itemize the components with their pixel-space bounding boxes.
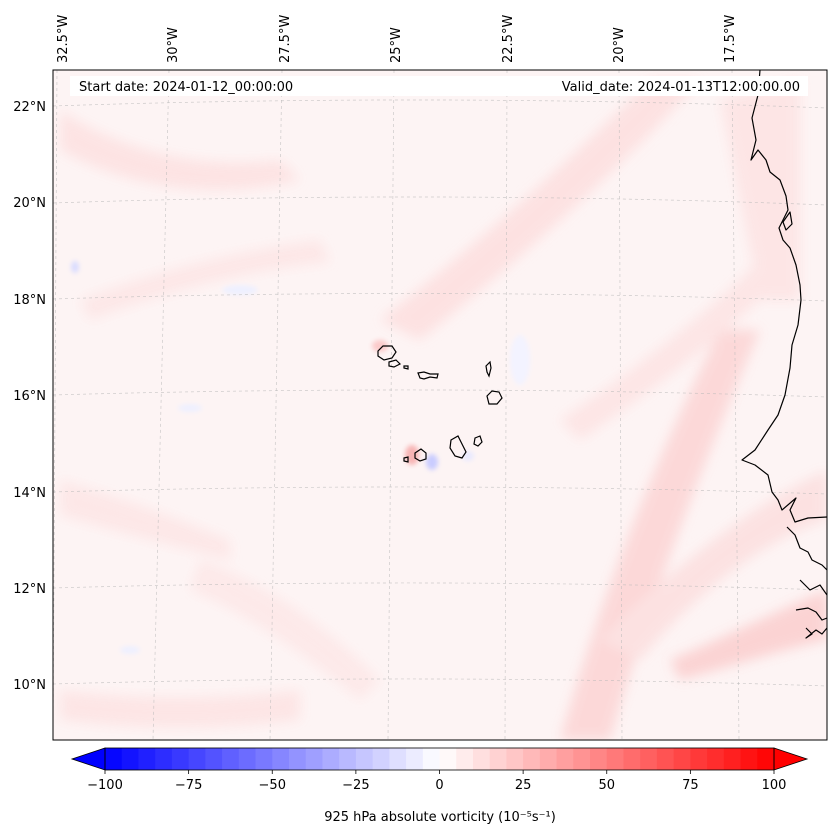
colorbar-swatch [188,748,206,770]
island-santo-antao [377,345,397,361]
map-frame [52,69,828,741]
colorbar-swatch [656,748,675,770]
colorbar-swatch [723,748,742,770]
colorbar-tick-label: −25 [342,778,369,793]
colorbar-swatch [305,748,323,770]
colorbar-swatch [539,748,558,770]
colorbar-swatch [456,748,474,770]
colorbar-swatch [472,748,491,770]
title-box [70,76,808,96]
lon-label-27-5w: 27.5°W [278,15,293,63]
colorbar-swatch [389,748,407,770]
colorbar-swatch [757,748,775,770]
colorbar-swatch [171,748,190,770]
colorbar-swatch [640,748,658,770]
colorbar-swatch [205,748,223,770]
colorbar-swatch [272,748,290,770]
lon-label-30w: 30°W [166,27,181,63]
lat-label-14n: 14°N [13,486,46,501]
colorbar-swatch [322,748,340,770]
island-santiago [449,435,467,459]
island-boa-vista [486,390,503,405]
lat-label-10n: 10°N [13,678,46,693]
colorbar-swatch [606,748,624,770]
colorbar-extend-high [773,747,809,771]
island-sal [485,360,492,378]
longitude-labels: 32.5°W 30°W 27.5°W 25°W 22.5°W 20°W 17.5… [56,15,738,63]
colorbar-swatch [623,748,641,770]
colorbar-swatch [222,748,240,770]
colorbar-tick-label: 100 [762,778,787,793]
lat-label-16n: 16°N [13,389,46,404]
colorbar-tick-label: 0 [435,778,443,793]
colorbar-swatch [506,748,524,770]
coast-detail [782,211,793,231]
island-sao-nicolau [417,371,439,380]
colorbar-swatch [422,748,441,770]
colorbar-tick-label: −75 [175,778,202,793]
colorbar-swatch [590,748,608,770]
island-maio [473,435,483,447]
africa-coastline [741,70,827,639]
lon-label-25w: 25°W [389,27,404,63]
colorbar-swatch [121,748,139,770]
colorbar-swatch [690,748,708,770]
colorbar-swatch [105,748,123,770]
vorticity-field [53,70,827,740]
colorbar-tick-label: 75 [682,778,699,793]
colorbar-swatch [673,748,691,770]
colorbar-swatch [355,748,374,770]
colorbar-tick-label: −50 [259,778,286,793]
valid-date-label: Valid_date: 2024-01-13T12:00:00.00 [562,80,800,95]
colorbar-swatch [339,748,357,770]
graticule [53,70,827,740]
cape-verde-islands [377,345,503,463]
lon-label-17-5w: 17.5°W [723,15,738,63]
lon-label-22-5w: 22.5°W [501,15,516,63]
colorbar-swatches [105,748,775,770]
colorbar-swatch [238,748,257,770]
colorbar-swatch [155,748,173,770]
colorbar-ticks: −100 −75 −50 −25 0 25 50 75 100 [87,770,786,793]
colorbar-swatch [138,748,156,770]
island-santa-luzia [403,365,409,370]
island-fogo [414,448,427,462]
colorbar: −100 −75 −50 −25 0 25 50 75 100 925 hPa absolute… [70,747,809,825]
colorbar-swatch [288,748,307,770]
lat-label-20n: 20°N [13,196,46,211]
colorbar-swatch [255,748,273,770]
colorbar-swatch [740,748,758,770]
colorbar-swatch [489,748,507,770]
lon-label-20w: 20°W [612,27,627,63]
lat-label-12n: 12°N [13,582,46,597]
colorbar-swatch [439,748,457,770]
colorbar-tick-label: −100 [87,778,123,793]
colorbar-swatch [573,748,591,770]
latitude-labels: 22°N 20°N 18°N 16°N 14°N 12°N 10°N [13,100,46,693]
colorbar-swatch [556,748,574,770]
colorbar-tick-label: 50 [598,778,615,793]
start-date-label: Start date: 2024-01-12_00:00:00 [79,80,293,95]
colorbar-extend-low [70,747,106,771]
lat-label-22n: 22°N [13,100,46,115]
colorbar-swatch [707,748,725,770]
island-sao-vicente [388,359,402,368]
colorbar-swatch [406,748,424,770]
lat-label-18n: 18°N [13,293,46,308]
colorbar-swatch [523,748,541,770]
colorbar-label: 925 hPa absolute vorticity (10⁻⁵s⁻¹) [324,810,556,825]
colorbar-swatch [372,748,390,770]
island-brava [403,456,409,463]
colorbar-tick-label: 25 [515,778,532,793]
lon-label-32-5w: 32.5°W [56,15,71,63]
